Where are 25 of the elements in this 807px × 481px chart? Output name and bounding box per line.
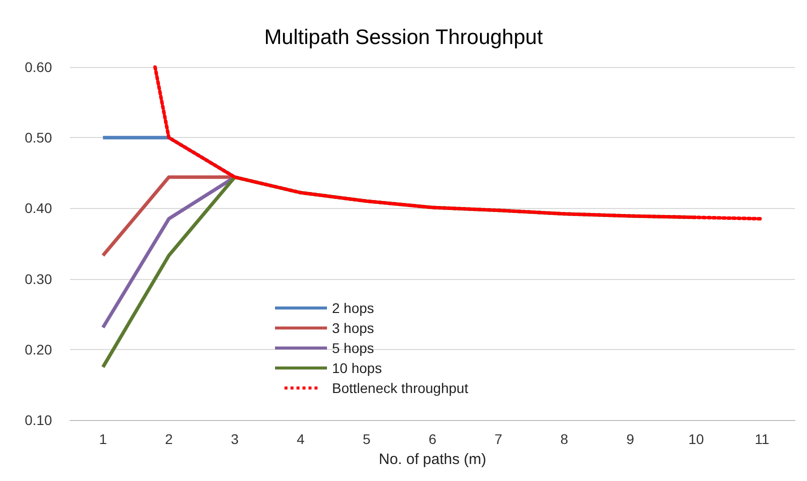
x-tick-label: 9 [626,431,634,447]
x-tick-label: 8 [560,431,568,447]
legend-label: 3 hops [332,320,374,336]
x-tick-label: 11 [754,431,770,447]
x-tick-label: 2 [164,431,173,447]
x-tick-label: 6 [428,431,437,447]
x-tick-label: 7 [494,431,503,447]
y-tick-label: 0.10 [24,412,52,428]
line-series [153,65,764,221]
legend-label: 2 hops [332,300,374,316]
x-tick-label: 3 [230,431,239,447]
y-tick-label: 0.60 [24,59,52,75]
legend-label: Bottleneck throughput [332,380,468,396]
y-tick-label: 0.40 [24,200,52,216]
y-tick-label: 0.50 [24,130,52,146]
legend-label: 10 hops [332,360,382,376]
x-tick-label: 5 [362,431,371,447]
y-tick-label: 0.20 [24,341,52,358]
x-tick-label: 4 [296,431,305,447]
chart-title: Multipath Session Throughput [264,26,543,49]
legend-label: 5 hops [332,340,374,356]
x-axis-title: No. of paths (m) [378,451,486,468]
x-tick-label: 1 [99,431,108,447]
x-tick-label: 10 [688,431,704,447]
y-tick-label: 0.30 [24,270,52,287]
